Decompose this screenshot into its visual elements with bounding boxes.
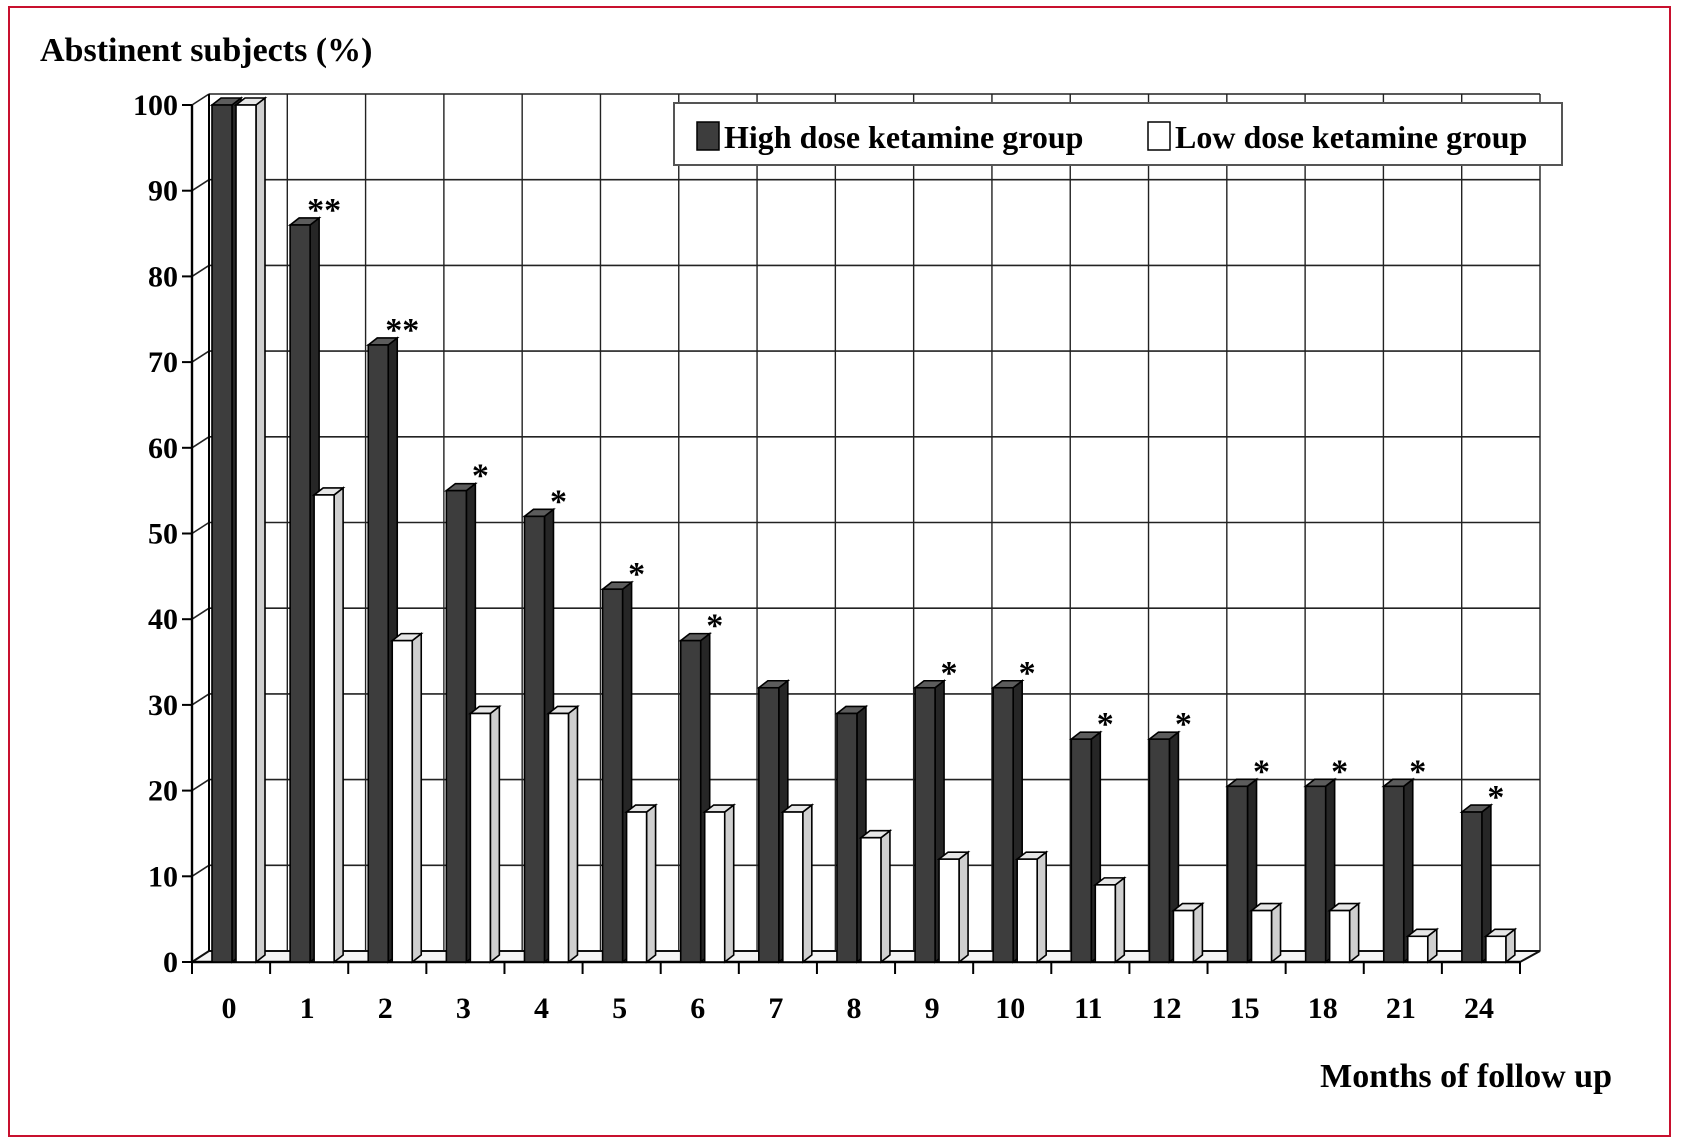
bar-low-dose xyxy=(1249,901,1283,964)
x-tick-label: 0 xyxy=(222,992,237,1025)
bar-low-dose xyxy=(936,850,971,964)
x-tick-label: 10 xyxy=(995,992,1025,1025)
bars xyxy=(209,96,1518,964)
significance-marker: * xyxy=(628,556,645,593)
significance-marker: * xyxy=(1097,706,1114,743)
x-tick-label: 6 xyxy=(690,992,705,1025)
significance-marker: * xyxy=(1487,779,1504,816)
bar-low-dose xyxy=(702,803,737,964)
bar-low-dose xyxy=(1171,901,1205,964)
y-tick-label: 100 xyxy=(133,89,178,122)
x-tick-label: 4 xyxy=(534,992,549,1025)
bar-high-dose xyxy=(1147,730,1181,964)
bar-low-dose xyxy=(1483,927,1518,964)
bar-low-dose xyxy=(1327,901,1361,964)
gridline-side xyxy=(191,607,210,620)
significance-marker: * xyxy=(1019,655,1036,692)
bar-low-dose xyxy=(468,704,502,964)
y-tick-label: 40 xyxy=(148,603,178,636)
legend-swatch-low-dose xyxy=(1147,121,1171,151)
x-tick-label: 9 xyxy=(925,992,940,1025)
gridline-side xyxy=(191,693,210,706)
legend: High dose ketamine group Low dose ketami… xyxy=(673,102,1563,166)
y-tick-label: 30 xyxy=(148,689,178,722)
x-tick-label: 12 xyxy=(1151,992,1181,1025)
bar-high-dose xyxy=(1381,777,1416,964)
y-tick-label: 20 xyxy=(148,775,178,808)
gridline-side xyxy=(191,350,210,363)
bar-high-dose xyxy=(1068,730,1103,964)
gridline-side xyxy=(191,521,210,535)
grid xyxy=(191,93,1541,963)
y-tick-label: 80 xyxy=(148,260,178,293)
significance-marker: * xyxy=(1331,753,1348,790)
bar-low-dose xyxy=(858,829,893,964)
y-tick-label: 60 xyxy=(148,432,178,465)
bar-low-dose xyxy=(624,803,658,964)
y-tick-labels: 0 10 20 30 40 50 60 70 80 90 100 xyxy=(133,89,178,979)
bar-low-dose xyxy=(780,803,815,964)
y-tick-label: 70 xyxy=(148,346,178,379)
bar-low-dose xyxy=(1405,927,1440,964)
y-tick-label: 90 xyxy=(148,175,178,208)
x-tick-label: 5 xyxy=(612,992,627,1025)
significance-marker: ** xyxy=(385,312,419,349)
gridline-side xyxy=(191,93,210,106)
gridline-side xyxy=(191,778,210,792)
significance-marker: * xyxy=(706,608,723,645)
x-tick-label: 11 xyxy=(1074,992,1102,1025)
gridline-side xyxy=(191,864,210,877)
x-axis-label: Months of follow up xyxy=(1320,1058,1612,1095)
significance-marker: * xyxy=(472,458,489,495)
x-tick-label: 1 xyxy=(300,992,315,1025)
legend-swatch-high-dose xyxy=(696,121,720,151)
significance-marker: * xyxy=(941,655,958,692)
y-tick-label: 0 xyxy=(163,946,178,979)
bar-high-dose xyxy=(1459,803,1494,964)
chart-frame xyxy=(8,6,1671,1137)
x-tick-label: 18 xyxy=(1308,992,1338,1025)
bar-low-dose xyxy=(389,631,424,964)
bar-low-dose xyxy=(1014,850,1049,964)
bar-low-dose xyxy=(546,704,580,964)
significance-marker: * xyxy=(550,483,567,520)
legend-label-high-dose: High dose ketamine group xyxy=(724,119,1083,155)
x-tick-labels: 0 1 2 3 4 5 6 7 8 9 10 11 12 15 18 21 24 xyxy=(222,992,1494,1025)
bar-low-dose xyxy=(311,486,346,964)
x-tick-label: 3 xyxy=(456,992,471,1025)
gridline-side xyxy=(191,264,210,278)
legend-label-low-dose: Low dose ketamine group xyxy=(1175,119,1527,155)
bar-low-dose xyxy=(1092,876,1127,964)
x-tick-label: 8 xyxy=(847,992,862,1025)
x-tick-label: 15 xyxy=(1230,992,1260,1025)
y-tick-label: 10 xyxy=(148,860,178,893)
significance-annotations: ********* ** ** * ** xyxy=(307,192,1504,816)
legend-box xyxy=(673,102,1563,166)
significance-marker: * xyxy=(1175,706,1192,743)
x-tick-label: 21 xyxy=(1386,992,1416,1025)
x-tick-label: 24 xyxy=(1464,992,1494,1025)
gridline-side xyxy=(191,436,210,449)
y-tick-label: 50 xyxy=(148,518,178,551)
y-axis-label: Abstinent subjects (%) xyxy=(40,32,372,69)
significance-marker: * xyxy=(1409,753,1426,790)
x-tick-label: 7 xyxy=(768,992,783,1025)
gridline-side xyxy=(191,179,210,192)
bar-low-dose xyxy=(233,96,268,964)
significance-marker: * xyxy=(1253,753,1270,790)
significance-marker: ** xyxy=(307,192,341,229)
x-tick-label: 2 xyxy=(378,992,393,1025)
